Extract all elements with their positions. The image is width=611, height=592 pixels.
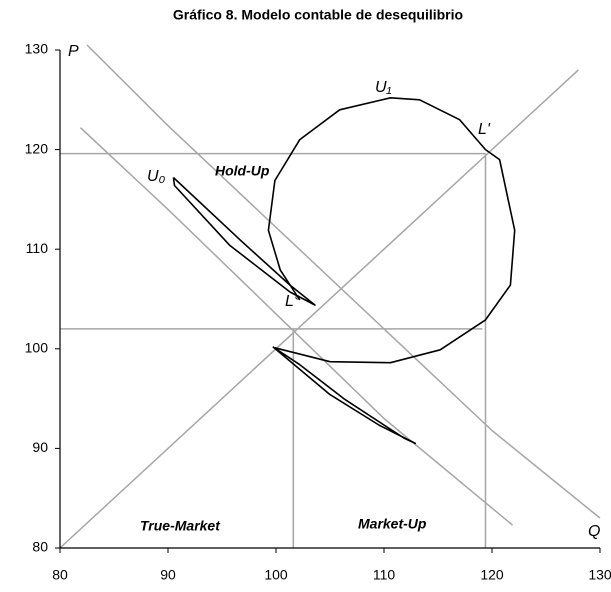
y-tick-label: 110 bbox=[26, 240, 49, 256]
x-tick-label: 120 bbox=[480, 567, 504, 583]
annotation: L' bbox=[478, 121, 491, 138]
annotation: Market-Up bbox=[358, 516, 427, 532]
x-tick-label: 130 bbox=[588, 567, 611, 583]
y-tick-label: 80 bbox=[32, 539, 48, 555]
series-line bbox=[86, 44, 601, 519]
annotation: P bbox=[68, 43, 79, 60]
x-tick-label: 80 bbox=[52, 567, 68, 583]
x-tick-label: 110 bbox=[373, 567, 396, 583]
annotation: U₀ bbox=[147, 168, 166, 185]
series-line bbox=[272, 346, 417, 445]
x-tick-label: 90 bbox=[160, 567, 176, 583]
annotation: U₁ bbox=[375, 79, 392, 96]
series-line bbox=[172, 176, 316, 306]
y-tick-label: 120 bbox=[25, 140, 49, 156]
series-line bbox=[267, 97, 516, 364]
annotation: Hold-Up bbox=[215, 163, 270, 179]
series-line bbox=[79, 127, 513, 526]
series-line bbox=[59, 69, 579, 549]
annotation: L° bbox=[285, 293, 301, 310]
chart-title: Gráfico 8. Modelo contable de desequilib… bbox=[173, 7, 463, 23]
y-tick-label: 90 bbox=[32, 439, 48, 455]
x-tick-label: 100 bbox=[264, 567, 288, 583]
annotation: Q bbox=[588, 523, 600, 540]
annotation: True-Market bbox=[140, 518, 221, 534]
y-tick-label: 100 bbox=[25, 340, 49, 356]
y-tick-label: 130 bbox=[25, 41, 49, 57]
